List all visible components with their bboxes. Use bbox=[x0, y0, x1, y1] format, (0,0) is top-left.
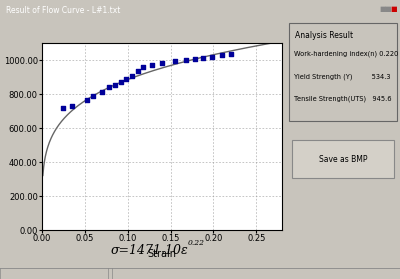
Point bbox=[208, 55, 215, 59]
Point bbox=[172, 59, 178, 64]
Point bbox=[219, 53, 225, 58]
Point bbox=[112, 83, 118, 87]
Point bbox=[148, 63, 155, 67]
Text: Tensile Strength(UTS)   945.6: Tensile Strength(UTS) 945.6 bbox=[294, 95, 392, 102]
X-axis label: Strain: Strain bbox=[148, 249, 176, 259]
Point bbox=[227, 52, 234, 56]
Text: 0.22: 0.22 bbox=[188, 239, 204, 247]
Point bbox=[140, 65, 146, 69]
Text: Analysis Result: Analysis Result bbox=[295, 31, 353, 40]
Text: σ=1471.10ε: σ=1471.10ε bbox=[111, 244, 189, 257]
FancyBboxPatch shape bbox=[290, 23, 396, 121]
Point bbox=[83, 97, 90, 102]
Point bbox=[106, 85, 112, 90]
Point bbox=[159, 61, 165, 66]
Text: ■: ■ bbox=[379, 6, 386, 12]
Text: ■: ■ bbox=[385, 6, 391, 12]
Text: ■: ■ bbox=[391, 6, 397, 12]
Text: Work-hardening index(n) 0.220: Work-hardening index(n) 0.220 bbox=[294, 50, 398, 57]
Point bbox=[135, 69, 141, 73]
Point bbox=[191, 57, 198, 61]
Point bbox=[99, 90, 105, 94]
Point bbox=[90, 94, 97, 98]
Text: Result of Flow Curve - L#1.txt: Result of Flow Curve - L#1.txt bbox=[6, 6, 120, 15]
Point bbox=[129, 73, 135, 78]
FancyBboxPatch shape bbox=[292, 141, 394, 178]
Point bbox=[118, 80, 124, 84]
Point bbox=[69, 104, 75, 108]
Point bbox=[60, 106, 67, 110]
Point bbox=[200, 56, 206, 60]
Text: Save as BMP: Save as BMP bbox=[319, 155, 367, 164]
Point bbox=[183, 58, 189, 62]
Text: Yield Strength (Y)         534.3: Yield Strength (Y) 534.3 bbox=[294, 73, 390, 80]
Point bbox=[123, 77, 129, 81]
